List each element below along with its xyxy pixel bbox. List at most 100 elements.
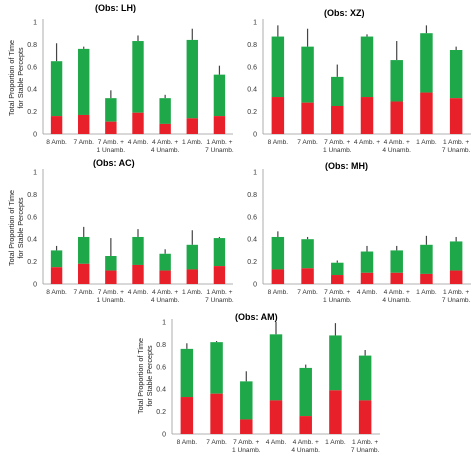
x-tick-label: 7 Amb. + [98, 289, 124, 296]
bar-red [180, 397, 194, 434]
y-axis-label: Total Proportion of Time [7, 190, 16, 266]
x-tick-label: 7 Amb. [73, 139, 94, 146]
bar-green [390, 250, 403, 273]
x-tick-label: 4 Amb. + [152, 139, 178, 146]
bar-red [449, 270, 463, 284]
x-tick-label: 8 Amb. [177, 439, 198, 446]
bar-green [132, 41, 144, 113]
panel-title: (Obs: AM) [235, 312, 278, 322]
x-tick-label: 1 Amb. [182, 289, 203, 296]
x-tick-label: 1 Amb. [416, 139, 437, 146]
bar-green [159, 98, 171, 124]
bar-red [420, 273, 433, 284]
y-tick-label: 0.6 [247, 64, 257, 71]
bar-green [449, 241, 463, 271]
panel-obs-ac: (Obs: AC) Total Proportion of Time for Sta… [7, 158, 234, 304]
x-tick-label: 1 Unamb. [97, 297, 126, 304]
bar-red [105, 270, 117, 284]
bar-green [358, 355, 372, 401]
x-tick-label: 1 Amb. + [443, 139, 469, 146]
y-tick-label: 0.6 [27, 214, 37, 221]
x-tick-label: 1 Amb. [182, 139, 203, 146]
bar-red [210, 393, 223, 434]
x-tick-label: 1 Unamb. [97, 147, 126, 154]
y-tick-label: 0.4 [27, 237, 37, 244]
bar-green [213, 74, 226, 117]
bar-red [329, 390, 342, 434]
y-tick-label: 0.8 [247, 42, 257, 49]
x-tick-label: 1 Unamb. [232, 447, 261, 453]
bar-red [271, 97, 285, 134]
bar-red [159, 270, 171, 284]
y-tick-label: 0.2 [27, 109, 37, 116]
bar-green [449, 50, 463, 99]
y-tick-label: 0.8 [27, 42, 37, 49]
bar-green [331, 262, 344, 276]
y-tick-label: 0.4 [27, 87, 37, 94]
bar-green [360, 251, 374, 273]
bar-red [240, 419, 253, 434]
bar-green [301, 239, 314, 269]
y-tick-label: 0 [253, 132, 257, 139]
bar-red [159, 123, 171, 134]
bar-green [132, 236, 144, 265]
y-tick-label: 0 [253, 282, 257, 289]
bar-red [358, 400, 372, 434]
x-tick-label: 8 Amb. [268, 289, 289, 296]
y-tick-label: 0.4 [247, 237, 257, 244]
y-tick-label: 0.8 [156, 342, 166, 349]
bar-red [105, 121, 117, 134]
y-axis-label: for Stable Percepts [145, 345, 154, 407]
y-tick-label: 0.2 [156, 409, 166, 416]
bar-red [132, 112, 144, 134]
bar-green [186, 39, 198, 119]
y-tick-label: 0.4 [247, 87, 257, 94]
bar-green [299, 367, 312, 417]
bar-green [105, 256, 117, 271]
x-tick-label: 4 Amb. + [354, 139, 380, 146]
bar-red [301, 102, 314, 134]
bar-green [213, 238, 226, 267]
y-tick-label: 1 [162, 320, 166, 327]
y-tick-label: 1 [253, 170, 257, 177]
bar-red [269, 400, 283, 434]
bar-red [213, 116, 226, 134]
x-tick-label: 7 Amb. + [233, 439, 259, 446]
x-tick-label: 1 Unamb. [323, 297, 352, 304]
x-tick-label: 1 Amb. + [206, 289, 232, 296]
bar-green [271, 36, 285, 98]
panel-title: (Obs: XZ) [324, 8, 365, 18]
x-tick-label: 7 Amb. + [324, 139, 350, 146]
bar-green [420, 33, 433, 93]
y-tick-label: 1 [253, 20, 257, 27]
bar-red [50, 116, 63, 134]
bar-green [159, 253, 171, 271]
x-tick-label: 4 Amb. + [384, 139, 410, 146]
x-tick-label: 8 Amb. [268, 139, 289, 146]
x-tick-label: 1 Amb. [325, 439, 346, 446]
bar-green [78, 236, 90, 264]
bar-red [213, 266, 226, 284]
bar-green [271, 236, 285, 270]
y-tick-label: 0.4 [156, 387, 166, 394]
bar-green [186, 244, 198, 270]
bar-green [210, 342, 223, 394]
y-tick-label: 0.8 [247, 192, 257, 199]
bar-red [301, 268, 314, 284]
x-tick-label: 7 Unamb. [205, 297, 234, 304]
x-tick-label: 4 Unamb. [151, 297, 180, 304]
x-tick-label: 4 Amb. + [384, 289, 410, 296]
x-tick-label: 1 Amb. + [352, 439, 378, 446]
panel-obs-xz: (Obs: XZ) 0 0.2 0.4 0.6 0.8 1 8 Amb. 7 Amb. 7 Amb… [247, 8, 471, 154]
bar-green [420, 244, 433, 274]
x-tick-label: 4 Unamb. [382, 297, 411, 304]
y-axis-label: Total Proportion of Time [136, 338, 145, 414]
panel-obs-lh: (Obs: LH) Total Proportion of Time for Sta… [7, 3, 234, 154]
y-tick-label: 0.2 [247, 259, 257, 266]
panel-obs-mh: (Obs: MH) 0 0.2 0.4 0.6 0.8 1 8 Amb. 7 Amb. 7 Amb… [247, 161, 471, 304]
bar-red [390, 272, 403, 284]
bar-red [186, 118, 198, 134]
bar-green [301, 46, 314, 103]
bar-red [449, 98, 463, 134]
